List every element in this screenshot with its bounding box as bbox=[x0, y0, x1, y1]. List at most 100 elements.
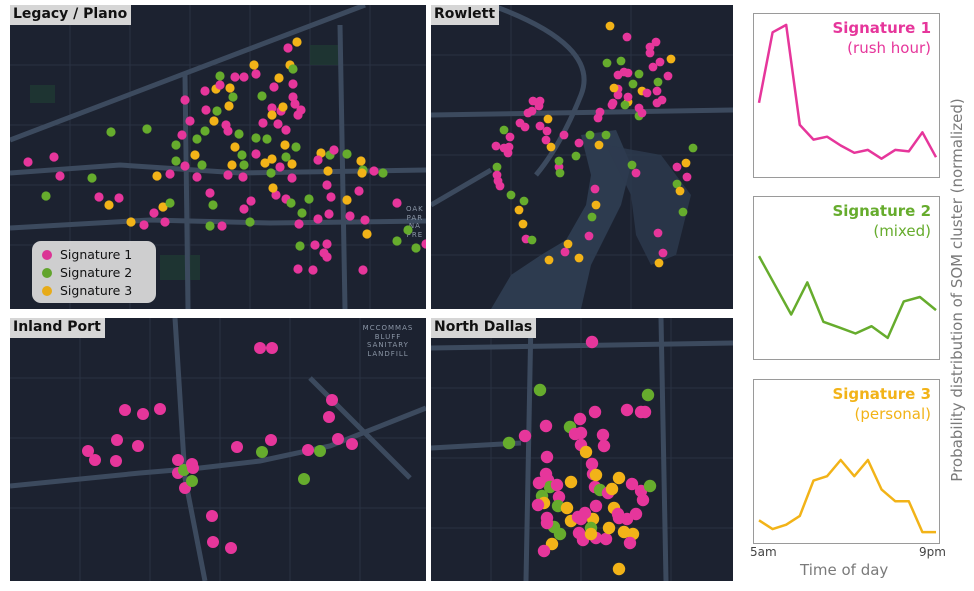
map-point-ndallas-sig1 bbox=[539, 419, 553, 433]
map-point-ndallas-sig1 bbox=[585, 335, 599, 349]
map-point-legacy-sig1 bbox=[192, 172, 202, 182]
map-rowlett-points bbox=[491, 21, 698, 268]
map-point-legacy-sig1 bbox=[322, 239, 332, 249]
map-point-ndallas-sig1 bbox=[540, 450, 554, 464]
map-point-legacy-sig1 bbox=[49, 152, 59, 162]
map-point-legacy-sig2 bbox=[200, 126, 210, 136]
map-point-ndallas-sig1 bbox=[532, 476, 546, 490]
map-point-legacy-sig3 bbox=[267, 154, 277, 164]
map-point-rowlett-sig1 bbox=[623, 92, 633, 102]
map-point-legacy-sig2 bbox=[281, 152, 291, 162]
map-point-ndallas-sig3 bbox=[605, 482, 619, 496]
map-point-inland-sig2 bbox=[314, 445, 326, 457]
map-point-legacy-sig1 bbox=[310, 240, 320, 250]
map-point-ndallas-sig2 bbox=[502, 436, 516, 450]
map-point-ndallas-sig2 bbox=[533, 383, 547, 397]
map-point-inland-sig1 bbox=[346, 438, 358, 450]
series-line-signature-2 bbox=[757, 255, 937, 340]
map-point-legacy-sig2 bbox=[228, 92, 238, 102]
map-point-inland-sig2 bbox=[256, 446, 268, 458]
map-point-rowlett-sig1 bbox=[542, 126, 552, 136]
map-point-legacy-sig3 bbox=[292, 37, 302, 47]
map-point-legacy-sig1 bbox=[392, 198, 402, 208]
map-point-rowlett-sig3 bbox=[654, 258, 664, 268]
map-point-legacy-sig1 bbox=[246, 196, 256, 206]
map-point-legacy-sig1 bbox=[322, 180, 332, 190]
map-point-rowlett-sig3 bbox=[594, 140, 604, 150]
map-point-rowlett-sig2 bbox=[672, 179, 682, 189]
map-point-legacy-sig1 bbox=[258, 118, 268, 128]
map-point-ndallas-sig3 bbox=[584, 527, 598, 541]
map-point-ndallas-sig1 bbox=[518, 429, 532, 443]
map-point-legacy-sig2 bbox=[197, 160, 207, 170]
map-point-rowlett-sig1 bbox=[523, 108, 533, 118]
map-point-ndallas-sig1 bbox=[550, 478, 564, 492]
map-point-legacy-sig1 bbox=[369, 166, 379, 176]
map-point-rowlett-sig2 bbox=[688, 143, 698, 153]
map-point-rowlett-sig1 bbox=[559, 130, 569, 140]
map-point-legacy-sig1 bbox=[180, 95, 190, 105]
map-point-legacy-sig2 bbox=[411, 243, 421, 253]
map-point-rowlett-sig1 bbox=[655, 57, 665, 67]
map-point-rowlett-sig1 bbox=[491, 141, 501, 151]
map-point-rowlett-sig1 bbox=[645, 48, 655, 58]
map-legacy-plano-streets bbox=[10, 5, 426, 309]
map-point-legacy-sig1 bbox=[215, 80, 225, 90]
map-point-ndallas-sig3 bbox=[564, 475, 578, 489]
legend-item-sig2: Signature 2 bbox=[42, 265, 132, 280]
map-point-rowlett-sig1 bbox=[613, 90, 623, 100]
map-point-legacy-sig3 bbox=[280, 140, 290, 150]
map-point-legacy-sig2 bbox=[142, 124, 152, 134]
map-point-rowlett-sig1 bbox=[653, 228, 663, 238]
map-point-ndallas-sig1 bbox=[629, 507, 643, 521]
map-point-legacy-sig1 bbox=[230, 72, 240, 82]
map-point-legacy-sig1 bbox=[23, 157, 33, 167]
map-point-rowlett-sig2 bbox=[499, 125, 509, 135]
map-point-ndallas-sig3 bbox=[579, 445, 593, 459]
map-north-dallas-points bbox=[502, 335, 657, 576]
map-point-rowlett-sig2 bbox=[571, 151, 581, 161]
map-point-legacy-sig3 bbox=[104, 200, 114, 210]
map-point-legacy-sig1 bbox=[358, 265, 368, 275]
map-point-legacy-sig2 bbox=[205, 221, 215, 231]
map-point-legacy-sig3 bbox=[209, 116, 219, 126]
map-point-legacy-sig1 bbox=[55, 171, 65, 181]
map-point-legacy-sig3 bbox=[126, 217, 136, 227]
series-line-signature-3 bbox=[758, 458, 936, 534]
map-point-legacy-sig3 bbox=[316, 148, 326, 158]
map-point-inland-sig2 bbox=[186, 475, 198, 487]
x-tick-start: 5am bbox=[750, 545, 777, 559]
map-point-legacy-sig1 bbox=[251, 149, 261, 159]
map-point-legacy-sig1 bbox=[288, 92, 298, 102]
map-point-ndallas-sig1 bbox=[636, 493, 650, 507]
map-point-rowlett-sig3 bbox=[591, 200, 601, 210]
signature-2-title: Signature 2 (mixed) bbox=[832, 202, 931, 240]
map-point-legacy-sig1 bbox=[223, 170, 233, 180]
map-point-legacy-sig2 bbox=[378, 168, 388, 178]
map-point-legacy-sig1 bbox=[290, 99, 300, 109]
map-point-inland-sig1 bbox=[332, 433, 344, 445]
map-legacy-plano-title: Legacy / Plano bbox=[10, 5, 132, 25]
map-point-rowlett-sig3 bbox=[546, 142, 556, 152]
map-point-legacy-sig2 bbox=[392, 236, 402, 246]
map-point-legacy-sig1 bbox=[281, 125, 291, 135]
map-point-inland-sig1 bbox=[82, 445, 94, 457]
map-point-legacy-sig3 bbox=[274, 73, 284, 83]
map-point-rowlett-sig3 bbox=[605, 21, 615, 31]
map-point-inland-sig1 bbox=[119, 404, 131, 416]
map-point-rowlett-sig2 bbox=[585, 130, 595, 140]
map-point-rowlett-sig2 bbox=[634, 69, 644, 79]
map-point-inland-sig1 bbox=[326, 394, 338, 406]
map-point-rowlett-sig1 bbox=[535, 121, 545, 131]
signature-1-chart bbox=[757, 23, 938, 160]
map-point-legacy-sig1 bbox=[251, 69, 261, 79]
map-point-inland-sig1 bbox=[254, 342, 266, 354]
map-point-legacy-sig2 bbox=[291, 142, 301, 152]
map-point-legacy-sig1 bbox=[273, 119, 283, 129]
map-point-legacy-sig2 bbox=[171, 140, 181, 150]
map-point-rowlett-sig2 bbox=[602, 58, 612, 68]
map-point-ndallas-sig3 bbox=[602, 521, 616, 535]
map-point-legacy-sig1 bbox=[308, 265, 318, 275]
legend-dot-sig1 bbox=[42, 250, 52, 260]
legend: Signature 1 Signature 2 Signature 3 bbox=[32, 241, 156, 303]
